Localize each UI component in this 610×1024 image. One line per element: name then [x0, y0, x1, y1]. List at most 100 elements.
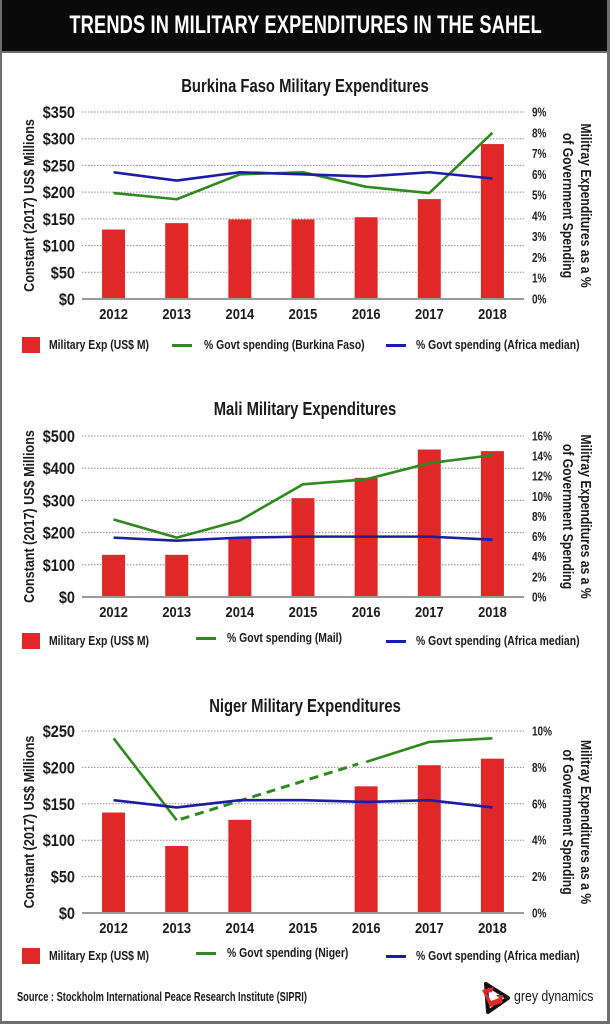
- y-tick-label: $150: [43, 796, 75, 814]
- x-tick-label: 2015: [289, 603, 318, 620]
- y2-tick-label: 1%: [532, 273, 546, 286]
- y2-axis-title-line-1: Militray Expenditures as a %: [578, 740, 594, 904]
- x-tick-label: 2013: [162, 603, 191, 620]
- y2-tick-label: 7%: [532, 148, 546, 161]
- y-tick-label: $200: [43, 525, 75, 543]
- bar-2017: [417, 765, 441, 913]
- x-tick-label: 2012: [99, 305, 128, 322]
- y2-axis-title-group: Militray Expenditures as a %: [578, 434, 594, 598]
- legend-label-median-line: % Govt spending (Africa median): [416, 633, 580, 648]
- y-tick-label: $50: [51, 869, 75, 887]
- bar-2017: [417, 199, 441, 299]
- y-tick-label: $350: [43, 104, 75, 122]
- y-axis-title: Constant (2017) US$ Millions: [20, 430, 37, 603]
- y-axis-title-group: Constant (2017) US$ Millions: [20, 119, 37, 292]
- x-tick-label: 2017: [415, 603, 444, 620]
- legend-swatch-country-line: [196, 637, 216, 640]
- y-tick-label: $300: [43, 493, 75, 511]
- y2-tick-label: 6%: [532, 531, 546, 544]
- y-tick-label: $150: [43, 211, 75, 229]
- y2-axis-title-group: of Government Spending: [560, 444, 576, 589]
- y2-tick-label: 0%: [532, 294, 546, 307]
- header-bar: TRENDS IN MILITARY EXPENDITURES IN THE S…: [2, 0, 607, 53]
- y-tick-label: $250: [43, 158, 75, 176]
- y2-tick-label: 2%: [532, 252, 546, 265]
- chart-title: Mali Military Expenditures: [214, 398, 397, 419]
- y-axis-title-group: Constant (2017) US$ Millions: [20, 430, 37, 603]
- y2-axis-title-group: of Government Spending: [560, 749, 576, 894]
- line-series-africa-median: [113, 798, 493, 809]
- y2-tick-label: 3%: [532, 231, 546, 244]
- y-tick-label: $0: [59, 291, 75, 309]
- y2-tick-label: 10%: [532, 726, 552, 739]
- legend-swatch-bar: [22, 948, 40, 964]
- x-tick-label: 2018: [478, 919, 507, 936]
- legend-label-median-line: % Govt spending (Africa median): [416, 337, 580, 352]
- x-tick-label: 2016: [352, 305, 381, 322]
- chart-title: Burkina Faso Military Expenditures: [181, 75, 429, 96]
- dashed-segment-niger: [180, 762, 359, 821]
- legend-swatch-median-line: [386, 955, 406, 958]
- x-tick-label: 2012: [99, 919, 128, 936]
- legend-swatch-country-line: [196, 952, 216, 955]
- y-tick-label: $100: [43, 238, 75, 256]
- bar-2013: [165, 846, 189, 913]
- y2-tick-label: 4%: [532, 551, 546, 564]
- y-tick-label: $100: [43, 832, 75, 850]
- y2-axis-title-group: Militray Expenditures as a %: [578, 740, 594, 904]
- x-tick-label: 2014: [226, 603, 255, 620]
- source-note: Source : Stockholm International Peace R…: [17, 990, 307, 1004]
- x-tick-label: 2017: [415, 305, 444, 322]
- y2-axis-title-line-2: of Government Spending: [560, 444, 576, 589]
- y2-tick-label: 4%: [532, 210, 546, 223]
- chart-mali: Mali Military Expenditures $0 $100 $200 $300…: [20, 398, 594, 620]
- y-tick-label: $0: [59, 905, 75, 923]
- line-series-niger: [365, 736, 493, 764]
- x-tick-label: 2016: [352, 603, 381, 620]
- y-tick-label: $400: [43, 460, 75, 478]
- legend-swatch-median-line: [386, 344, 406, 347]
- y-tick-label: $250: [43, 723, 75, 741]
- legend-swatch-bar: [22, 633, 40, 649]
- legend-label-bar: Military Exp (US$ M): [49, 337, 149, 352]
- bar-2014: [228, 219, 252, 299]
- y-tick-label: $0: [59, 589, 75, 607]
- legend-label-median-line: % Govt spending (Africa median): [416, 948, 580, 963]
- y2-tick-label: 0%: [532, 908, 546, 921]
- y2-axis-title-line-1: Militray Expenditures as a %: [578, 123, 594, 287]
- x-tick-label: 2017: [415, 919, 444, 936]
- legend-swatch-median-line: [386, 640, 406, 643]
- bar-2015: [291, 219, 315, 299]
- y2-tick-label: 6%: [532, 798, 546, 811]
- bar-2012: [102, 554, 126, 597]
- y2-tick-label: 9%: [532, 107, 546, 120]
- y2-tick-label: 8%: [532, 762, 546, 775]
- y2-axis-title-line-2: of Government Spending: [560, 749, 576, 894]
- chart-niger: Niger Military Expenditures $0 $50 $100 $150…: [20, 695, 594, 936]
- legend-niger: Military Exp (US$ M) % Govt spending (Ni…: [2, 945, 607, 966]
- y2-tick-label: 16%: [532, 431, 552, 444]
- y2-tick-label: 6%: [532, 169, 546, 182]
- y-tick-label: $200: [43, 184, 75, 202]
- bar-2014: [228, 537, 252, 597]
- y2-tick-label: 2%: [532, 871, 546, 884]
- x-tick-label: 2014: [226, 919, 255, 936]
- y2-tick-label: 14%: [532, 451, 552, 464]
- bar-2013: [165, 223, 189, 299]
- x-tick-label: 2015: [289, 305, 318, 322]
- line-series-burkina-faso: [113, 131, 494, 201]
- y2-axis-title-line-1: Militray Expenditures as a %: [578, 434, 594, 598]
- y2-tick-label: 12%: [532, 471, 552, 484]
- legend-label-bar: Military Exp (US$ M): [49, 633, 149, 648]
- y2-axis-title-group: Militray Expenditures as a %: [578, 123, 594, 287]
- bar-2014: [228, 819, 252, 913]
- x-tick-label: 2013: [162, 919, 191, 936]
- bar-2015: [291, 498, 315, 597]
- y2-tick-label: 10%: [532, 491, 552, 504]
- y2-tick-label: 8%: [532, 511, 546, 524]
- legend-swatch-country-line: [172, 344, 192, 347]
- y-axis-title: Constant (2017) US$ Millions: [20, 119, 37, 292]
- y2-axis-title-group: of Government Spending: [560, 133, 576, 278]
- x-tick-label: 2012: [99, 603, 128, 620]
